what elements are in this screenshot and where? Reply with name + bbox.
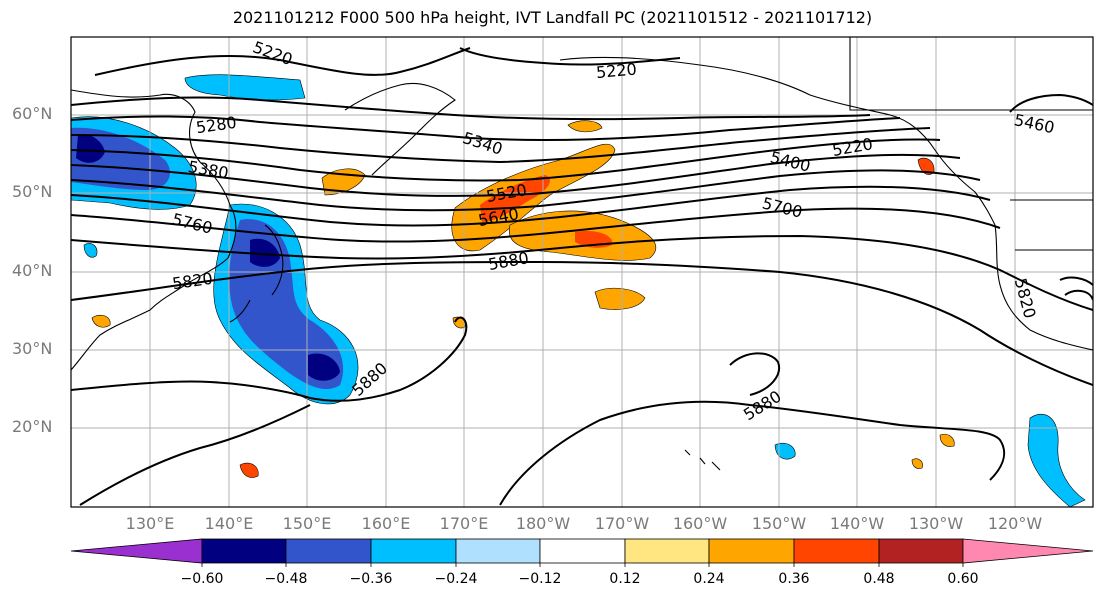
- contour-label: 5220: [250, 37, 295, 69]
- contour-label: 5400: [768, 147, 812, 175]
- north-america-west-coast: [994, 224, 1093, 351]
- lon-label: 180°W: [515, 514, 571, 533]
- colorbar-tick-label: 0.36: [778, 571, 810, 587]
- positive-region-east-small: [939, 433, 955, 447]
- colorbar-bin: [878, 538, 964, 564]
- lon-label: 130°E: [125, 514, 175, 533]
- colorbar-bin: [793, 538, 880, 564]
- negative-region-small-2: [83, 243, 98, 258]
- lat-label: 40°N: [12, 261, 53, 280]
- colorbar: [70, 538, 1094, 567]
- colorbar-bin: [708, 538, 795, 564]
- positive-anomaly-shading: [91, 120, 955, 478]
- contour-label: 5760: [170, 209, 214, 237]
- lon-label: 160°E: [361, 514, 411, 533]
- lon-label: 130°W: [908, 514, 964, 533]
- colorbar-high-extend: [962, 538, 1094, 564]
- contour-label: 5220: [595, 60, 637, 82]
- negative-region-japan-deep-2: [308, 353, 340, 381]
- negative-region-okhotsk: [184, 74, 306, 101]
- colorbar-bin: [539, 538, 626, 564]
- lon-label: 150°W: [751, 514, 807, 533]
- negative-region-east-pacific: [1027, 413, 1086, 507]
- negative-region-northwest-deep: [76, 134, 105, 163]
- kamchatka-coast: [344, 82, 456, 176]
- colorbar-tick-label: 0.60: [947, 571, 979, 587]
- positive-region-west-small: [91, 314, 111, 328]
- colorbar-tick-label: 0.12: [609, 571, 641, 587]
- lon-label: 120°W: [987, 514, 1043, 533]
- colorbar-tick-label: −0.24: [434, 571, 478, 587]
- colorbar-tick-label: −0.60: [180, 571, 224, 587]
- negative-anomaly-shading: [71, 74, 1086, 507]
- negative-region-japan-deep: [250, 238, 280, 267]
- colorbar-bin: [624, 538, 710, 564]
- lat-label: 30°N: [12, 339, 53, 358]
- positive-region-bering: [567, 120, 603, 133]
- us-border: [849, 37, 1093, 251]
- colorbar-bin: [201, 538, 287, 564]
- negative-region-small-1: [774, 442, 796, 460]
- colorbar-low-extend: [70, 538, 203, 564]
- gridlines: [71, 37, 1093, 507]
- colorbar-tick-label: 0.24: [693, 571, 725, 587]
- contour-label: 5700: [760, 193, 804, 221]
- positive-region-south: [594, 287, 646, 310]
- lon-label: 160°W: [672, 514, 728, 533]
- contour-label: 5880: [740, 387, 785, 425]
- colorbar-bin: [455, 538, 541, 564]
- lon-label: 140°E: [204, 514, 254, 533]
- lon-label: 170°E: [439, 514, 489, 533]
- coastlines: [71, 37, 1093, 471]
- asia-coast: [71, 89, 237, 371]
- colorbar-tick-label: −0.48: [264, 571, 308, 587]
- lat-label: 20°N: [12, 417, 53, 436]
- colorbar-bin: [285, 538, 372, 564]
- positive-region-aleutian-core: [480, 175, 550, 222]
- map-frame: [70, 36, 1094, 508]
- map-plot-area: 5220 5220 5280 5380 5340 5520 5640 5400 …: [71, 37, 1093, 507]
- positive-region-south-small: [239, 462, 259, 478]
- lon-label: 140°W: [829, 514, 885, 533]
- hawaii: [684, 449, 721, 471]
- height-contours: [71, 47, 1093, 506]
- colorbar-tick-label: 0.48: [863, 571, 895, 587]
- colorbar-tick-label: −0.12: [518, 571, 562, 587]
- positive-region-east-small-2: [911, 458, 923, 469]
- lat-label: 60°N: [12, 104, 53, 123]
- contour-label: 5460: [1012, 110, 1056, 137]
- contour-label: 5880: [487, 248, 530, 274]
- contour-label: 5340: [460, 128, 505, 159]
- colorbar-bin: [370, 538, 457, 564]
- lat-label: 50°N: [12, 182, 53, 201]
- colorbar-tick-label: −0.36: [349, 571, 393, 587]
- lon-label: 170°W: [594, 514, 650, 533]
- lon-label: 150°E: [282, 514, 332, 533]
- figure-title: 2021101212 F000 500 hPa height, IVT Land…: [232, 8, 873, 27]
